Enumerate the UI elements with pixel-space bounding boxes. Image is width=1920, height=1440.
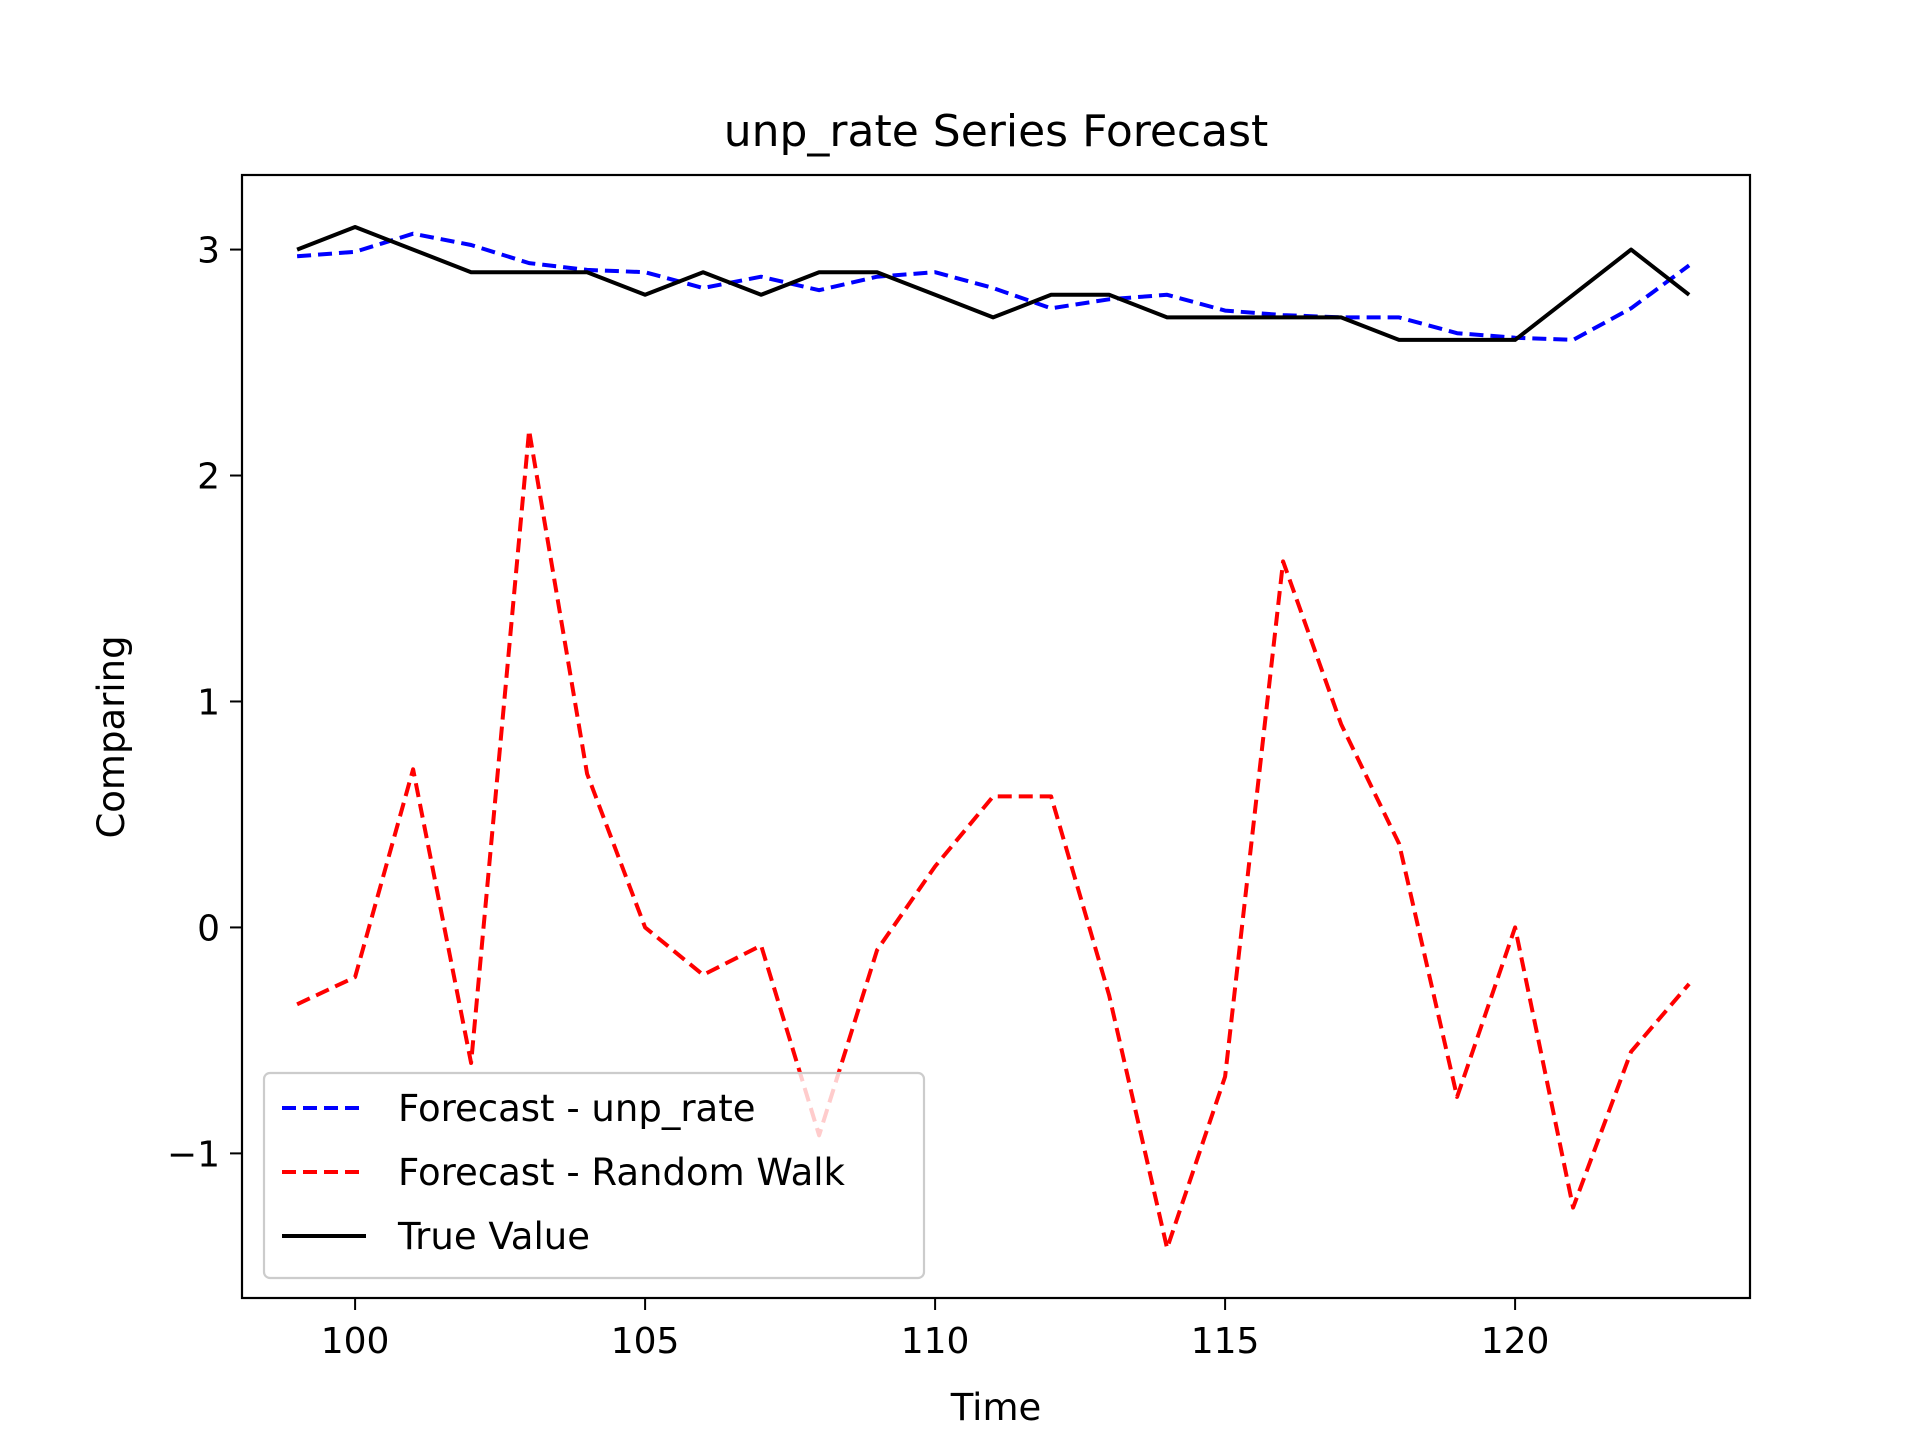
legend-box [262,1071,926,1280]
y-tick-label: −1 [167,1134,220,1175]
y-tick-label: 0 [197,908,220,949]
x-tick-label: 120 [1481,1321,1550,1362]
x-tick-label: 115 [1191,1321,1260,1362]
y-axis-ticks: −1 0 1 2 3 [167,231,242,1175]
x-tick-label: 100 [321,1321,390,1362]
x-tick-label: 105 [611,1321,680,1362]
legend-label-3: True Value [397,1215,590,1258]
legend: Forecast - unp_rate Forecast - Random Wal… [262,1071,926,1280]
series-line-3 [296,225,1691,342]
x-axis-ticks: 100 105 110 115 120 [321,1298,1550,1362]
y-tick-label: 3 [197,231,220,272]
x-axis-label: Time [950,1386,1042,1429]
x-tick-label: 110 [901,1321,970,1362]
plot-frame [240,173,1752,1300]
series-line-2 [296,428,1691,1251]
y-tick-label: 2 [197,457,220,498]
y-tick-label: 1 [197,682,220,723]
series-layer [296,225,1691,1251]
legend-label-1: Forecast - unp_rate [398,1087,755,1130]
series-line-1 [296,231,1691,342]
chart-title: unp_rate Series Forecast [724,106,1269,157]
legend-label-2: Forecast - Random Walk [398,1151,846,1194]
legend-entries: Forecast - unp_rate Forecast - Random Wal… [282,1087,846,1258]
y-axis-label: Comparing [90,635,133,838]
